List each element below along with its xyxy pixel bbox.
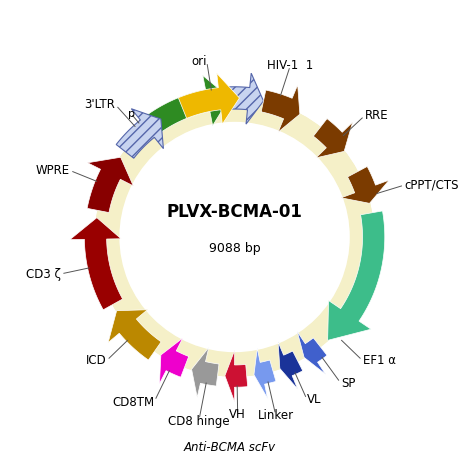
Polygon shape xyxy=(116,109,164,158)
Polygon shape xyxy=(87,157,133,212)
Text: CD3 ζ: CD3 ζ xyxy=(26,267,61,281)
Text: CD8 hinge: CD8 hinge xyxy=(168,415,229,428)
Text: 3'LTR: 3'LTR xyxy=(84,98,116,111)
Text: VL: VL xyxy=(307,393,321,406)
Polygon shape xyxy=(108,310,161,360)
Text: HIV-1  1: HIV-1 1 xyxy=(267,59,314,72)
Polygon shape xyxy=(70,218,123,310)
Text: EF1 α: EF1 α xyxy=(363,354,396,367)
Polygon shape xyxy=(313,118,353,158)
Text: 9088 bp: 9088 bp xyxy=(209,242,260,255)
Text: CD8TM: CD8TM xyxy=(112,395,154,409)
Polygon shape xyxy=(261,85,300,132)
Polygon shape xyxy=(225,350,247,401)
Polygon shape xyxy=(254,348,276,398)
Text: cPPT/CTS: cPPT/CTS xyxy=(405,178,459,191)
Polygon shape xyxy=(159,338,189,383)
Polygon shape xyxy=(229,73,264,124)
Text: VH: VH xyxy=(229,409,246,421)
Text: ICD: ICD xyxy=(86,354,107,367)
Polygon shape xyxy=(297,332,327,374)
Polygon shape xyxy=(278,342,303,389)
Text: Anti-BCMA scFv: Anti-BCMA scFv xyxy=(184,441,276,455)
Polygon shape xyxy=(328,211,385,340)
Polygon shape xyxy=(341,166,389,203)
Text: PLVX-BCMA-01: PLVX-BCMA-01 xyxy=(167,202,302,220)
Polygon shape xyxy=(138,75,230,139)
Text: SP: SP xyxy=(341,377,355,390)
Text: Linker: Linker xyxy=(258,410,294,422)
Text: RRE: RRE xyxy=(365,109,388,122)
Text: p: p xyxy=(128,109,135,119)
Text: WPRE: WPRE xyxy=(36,164,70,177)
Polygon shape xyxy=(178,73,239,124)
Text: ori: ori xyxy=(191,55,207,68)
Polygon shape xyxy=(191,347,219,397)
